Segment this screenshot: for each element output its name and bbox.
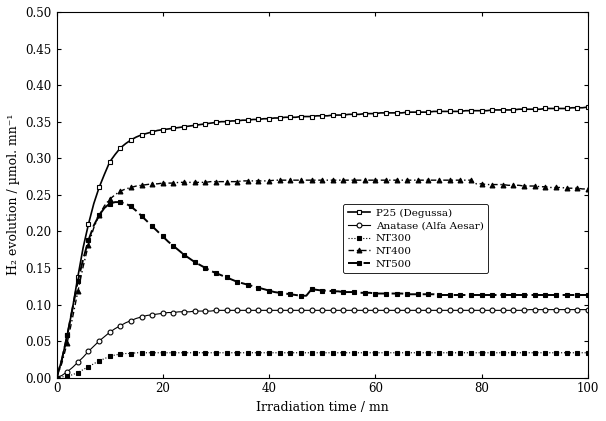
P25 (Degussa) [53, 375, 60, 380]
Line: Anatase (Alfa Aesar): Anatase (Alfa Aesar) [54, 307, 590, 380]
NT400 [271, 178, 278, 183]
NT300 [584, 350, 591, 355]
NT300 [302, 350, 310, 355]
NT300 [457, 350, 464, 355]
Anatase (Alfa Aesar) [53, 375, 60, 380]
P25 (Degussa) [425, 109, 432, 115]
P25 (Degussa) [90, 201, 98, 206]
P25 (Degussa) [186, 123, 193, 128]
NT400 [377, 178, 384, 183]
Anatase (Alfa Aesar) [584, 307, 591, 312]
X-axis label: Irradiation time / mn: Irradiation time / mn [256, 401, 388, 414]
Line: P25 (Degussa): P25 (Degussa) [54, 104, 590, 380]
NT500 [191, 260, 198, 265]
Anatase (Alfa Aesar) [526, 307, 533, 312]
Anatase (Alfa Aesar) [90, 344, 98, 349]
NT500 [53, 375, 60, 380]
NT500 [90, 223, 98, 228]
Legend: P25 (Degussa), Anatase (Alfa Aesar), NT300, NT400, NT500: P25 (Degussa), Anatase (Alfa Aesar), NT3… [344, 204, 488, 273]
NT500 [302, 293, 310, 298]
NT400 [186, 180, 193, 185]
P25 (Degussa) [298, 114, 305, 119]
NT300 [53, 375, 60, 380]
P25 (Degussa) [371, 111, 379, 116]
Line: NT400: NT400 [54, 178, 590, 380]
NT300 [377, 350, 384, 355]
Anatase (Alfa Aesar) [298, 308, 305, 313]
Anatase (Alfa Aesar) [425, 308, 432, 313]
NT500 [112, 200, 119, 205]
NT400 [430, 178, 438, 183]
P25 (Degussa) [584, 104, 591, 109]
NT500 [457, 293, 464, 298]
NT300 [133, 350, 140, 355]
P25 (Degussa) [451, 109, 459, 114]
NT300 [191, 350, 198, 355]
NT300 [430, 350, 438, 355]
Y-axis label: H₂ evolution / µmol. mn⁻¹: H₂ evolution / µmol. mn⁻¹ [7, 114, 20, 275]
NT300 [90, 361, 98, 366]
Anatase (Alfa Aesar) [186, 309, 193, 314]
NT500 [430, 292, 438, 297]
Anatase (Alfa Aesar) [451, 308, 459, 313]
NT500 [377, 291, 384, 296]
NT400 [90, 225, 98, 230]
Line: NT300: NT300 [55, 351, 590, 379]
NT400 [457, 178, 464, 183]
NT400 [53, 375, 60, 380]
NT500 [584, 293, 591, 298]
Anatase (Alfa Aesar) [371, 308, 379, 313]
Line: NT500: NT500 [54, 200, 590, 380]
NT400 [302, 178, 310, 183]
NT400 [584, 187, 591, 192]
